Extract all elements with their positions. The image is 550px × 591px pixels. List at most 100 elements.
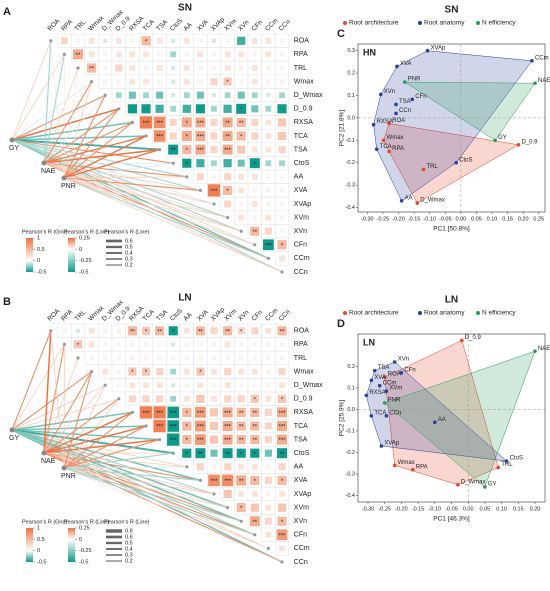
point-label: TRL	[426, 164, 438, 170]
point-label: CCm	[383, 380, 397, 386]
row-label: RPA	[294, 51, 308, 58]
mantel-line	[63, 398, 120, 469]
mantel-line	[11, 139, 242, 232]
cell-square	[251, 78, 258, 85]
colorbar-label: 1	[37, 235, 40, 241]
cell-square	[252, 355, 257, 361]
cell-square	[266, 491, 271, 497]
cell-square	[262, 239, 274, 251]
mantel-line	[11, 398, 120, 431]
cell-square	[279, 229, 285, 234]
cell-square	[141, 104, 151, 114]
significance: **	[239, 438, 244, 444]
point	[433, 420, 437, 425]
mantel-line	[63, 148, 161, 179]
significance: ***	[224, 425, 232, 431]
row-label: D_0.9	[294, 396, 313, 403]
cell-square	[116, 79, 121, 84]
source-label: NAE	[41, 458, 56, 465]
x-tick-label: -0.15	[412, 506, 425, 512]
point-label: AA	[438, 417, 446, 423]
point	[372, 368, 377, 373]
point-label: D_0.9	[522, 139, 539, 145]
y-tick-label: -0.1	[346, 138, 355, 144]
cell-square	[264, 449, 272, 457]
cell-square	[224, 51, 231, 58]
point	[421, 167, 426, 172]
x-tick-label: 0.05	[471, 216, 482, 222]
cell-square	[143, 342, 149, 347]
mantel-line	[63, 121, 133, 179]
y-tick-label: 0.2	[347, 71, 355, 77]
x-axis-label: PC1 [50.8%]	[433, 226, 470, 233]
point	[392, 463, 397, 468]
mantel-line	[63, 467, 215, 495]
cell-square	[266, 383, 271, 388]
mantel-line	[50, 330, 65, 469]
width-label: 0.4	[125, 250, 133, 256]
cell-square	[182, 435, 192, 445]
row-label: D_Wmax	[294, 92, 323, 99]
cell-square	[157, 52, 162, 57]
cell-square	[251, 37, 258, 44]
cell-square	[155, 104, 164, 113]
cell-square	[143, 382, 149, 389]
target-node	[117, 107, 121, 111]
column-label: CFn	[250, 19, 264, 33]
point-label: GY	[498, 135, 507, 141]
cell-square	[239, 65, 244, 71]
x-tick-label: 0.10	[487, 216, 498, 222]
cell-square	[210, 118, 218, 126]
mantel-line	[11, 139, 188, 178]
mantel-line	[63, 177, 283, 273]
cell-square	[103, 65, 108, 71]
cell-square	[252, 215, 257, 220]
cell-square	[171, 93, 176, 98]
cell-square	[116, 328, 121, 333]
y-tick-label: -0.3	[346, 471, 355, 477]
significance: ***	[224, 411, 232, 417]
significance: **	[239, 425, 244, 431]
width-label: 0.5	[125, 540, 133, 546]
cell-square	[249, 516, 260, 527]
y-tick-label: -0.1	[346, 428, 355, 434]
point-label: CtoS	[459, 157, 472, 163]
cell-square	[153, 116, 166, 129]
x-tick-label: -0.25	[378, 506, 391, 512]
column-label: XVn	[237, 309, 251, 323]
cell-square	[277, 475, 287, 485]
cell-square	[251, 327, 259, 335]
group-hull	[403, 81, 536, 141]
significance: ***	[156, 425, 164, 431]
point	[369, 414, 374, 418]
point-label: RXSA	[369, 390, 385, 396]
cell-square	[276, 407, 288, 418]
cell-square	[143, 51, 149, 58]
cell-square	[224, 463, 232, 471]
cell-square	[265, 37, 272, 44]
cell-square	[279, 545, 285, 552]
column-label: ROA	[46, 307, 61, 322]
colorbar-label: -0.25	[79, 258, 92, 264]
cell-square	[197, 382, 204, 389]
cell-square	[169, 118, 177, 126]
cell-square	[224, 92, 231, 99]
cell-square	[278, 146, 286, 154]
cell-square	[250, 407, 260, 417]
mantel-line	[11, 429, 175, 455]
mantel-line	[63, 411, 133, 469]
cell-square	[210, 78, 218, 86]
cell-square	[224, 341, 231, 348]
mantel-line	[11, 40, 52, 141]
cell-square	[251, 491, 258, 497]
target-node	[117, 397, 121, 401]
significance: *	[254, 162, 257, 168]
significance: *	[186, 135, 189, 141]
y-tick-label: -0.2	[346, 160, 355, 166]
mantel-line	[11, 411, 134, 431]
significance: **	[157, 329, 162, 335]
row-label: AA	[294, 464, 304, 471]
width-label: 0.8	[125, 528, 133, 534]
cell-square	[251, 368, 258, 375]
